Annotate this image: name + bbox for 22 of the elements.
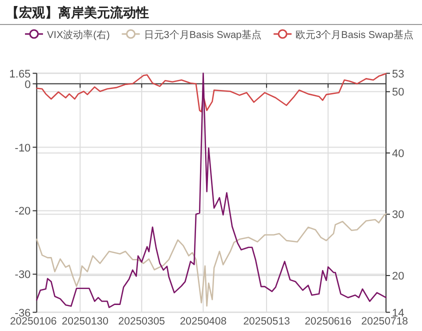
y-tick-label: 0 [24, 78, 31, 91]
y2-tick-label: 50 [392, 86, 404, 99]
x-tick-label: 20250106 [10, 315, 57, 328]
y-tick-label: -30 [14, 269, 31, 282]
x-tick-label: 20250305 [118, 315, 166, 328]
x-tick-label: 20250513 [243, 315, 290, 328]
x-tick-label: 20250408 [180, 315, 227, 328]
legend-label: VIX波动率(右) [47, 29, 110, 41]
y2-tick-label: 40 [392, 148, 404, 160]
y-tick-label: -20 [14, 206, 31, 218]
y2-tick-label: 20 [392, 270, 404, 283]
y2-tick-label: 30 [392, 209, 404, 222]
x-tick-label: 20250718 [361, 315, 408, 328]
chart-title: 【宏观】离岸美元流动性 [6, 5, 149, 20]
x-tick-label: 20250130 [62, 315, 109, 328]
y2-tick-label: 53 [392, 68, 404, 80]
y-tick-label: -10 [14, 142, 31, 154]
legend-label: 欧元3个月Basis Swap基点 [296, 29, 414, 41]
line-series [36, 213, 387, 307]
y-tick-label: 1.65 [9, 68, 31, 80]
legend-label: 日元3个月Basis Swap基点 [144, 29, 262, 41]
x-tick-label: 20250616 [304, 315, 352, 328]
